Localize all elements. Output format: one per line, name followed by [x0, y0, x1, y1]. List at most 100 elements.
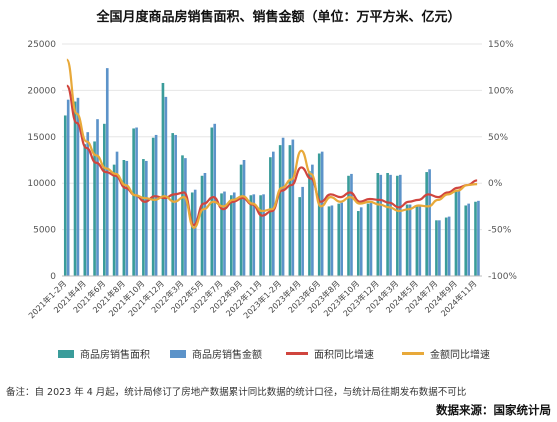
bar-amount — [213, 123, 217, 276]
left-tick-label: 0 — [50, 272, 56, 282]
bar-area — [83, 144, 87, 276]
bar-area — [249, 195, 253, 276]
left-tick-label: 20000 — [27, 86, 56, 96]
bar-area — [142, 159, 145, 276]
bar-area — [415, 206, 419, 276]
right-tick-label: 150% — [488, 40, 514, 50]
left-axis: 0 5000 10000 15000 20000 25000 — [27, 40, 56, 282]
bar-amount — [242, 160, 246, 276]
footnote: 备注：自 2023 年 4 月起，统计局修订了房地产数据累计同比数据的统计口径，… — [6, 387, 467, 398]
bar-area — [376, 172, 380, 276]
bar-amount — [203, 172, 207, 276]
bar-area — [366, 203, 370, 276]
bar-area — [317, 153, 321, 276]
bar-amount — [96, 119, 99, 276]
bar-area — [386, 172, 389, 276]
legend-item-area-yoy: 面积同比增速 — [286, 346, 374, 361]
bar-area — [356, 211, 360, 276]
legend-label-area: 商品房销售面积 — [80, 350, 150, 361]
chart-title: 全国月度商品房销售面积、销售金额（单位：万平方米、亿元） — [96, 10, 461, 25]
bar-amount — [301, 186, 304, 276]
legend-item-amount-yoy: 金额同比增速 — [402, 346, 490, 361]
bar-area — [151, 137, 155, 276]
left-tick-label: 15000 — [27, 133, 56, 143]
bar-area — [161, 82, 165, 276]
legend-swatch-amount-yoy — [402, 352, 424, 355]
bar-area — [112, 164, 116, 276]
x-axis: 2021年1-2月2021年4月2021年6月2021年8月2021年10月20… — [26, 275, 482, 320]
bar-amount — [154, 134, 158, 276]
bar-amount — [193, 189, 197, 276]
bar-amount — [86, 132, 90, 276]
bar-amount — [232, 192, 236, 276]
bar-area — [200, 175, 204, 276]
bar-area — [181, 155, 184, 276]
bar-amount — [359, 207, 363, 276]
bar-area — [278, 145, 282, 276]
bar-amount — [174, 134, 177, 276]
bar-amount — [457, 189, 461, 276]
bar-amount — [379, 174, 383, 276]
bar-amount — [145, 160, 148, 276]
bar-area — [122, 160, 126, 276]
bar-area — [132, 128, 135, 276]
bar-amount — [311, 164, 314, 276]
bar-amount — [281, 137, 285, 276]
bar-area — [435, 220, 438, 276]
legend: 商品房销售面积 商品房销售金额 面积同比增速 金额同比增速 — [30, 346, 550, 362]
bar-area — [337, 203, 341, 276]
bar-amount — [252, 194, 256, 276]
legend-label-amount-yoy: 金额同比增速 — [430, 350, 490, 361]
bar-amount — [389, 174, 392, 276]
right-axis: -100% -50% 0% 50% 100% 150% — [488, 40, 517, 282]
legend-swatch-area-yoy — [286, 352, 308, 355]
bar-amount — [125, 160, 129, 276]
bar-area — [425, 172, 428, 276]
bar-area — [444, 217, 448, 276]
bar-amount — [369, 201, 373, 276]
bar-area — [190, 192, 194, 276]
right-tick-label: 50% — [488, 133, 508, 143]
bar-area — [230, 195, 233, 276]
bar-amount — [428, 169, 431, 276]
bar-area — [63, 115, 67, 277]
bar-area — [288, 145, 292, 276]
bar-amount — [477, 200, 480, 276]
bar-area — [298, 197, 301, 276]
bar-area — [327, 206, 331, 276]
bar-amount — [223, 191, 226, 276]
legend-label-amount: 商品房销售金额 — [192, 350, 262, 361]
bar-area — [474, 201, 477, 276]
bar-area — [454, 190, 458, 276]
bar-amount — [340, 202, 343, 276]
data-source: 数据来源：国家统计局 — [436, 403, 551, 417]
bar-area — [93, 141, 96, 276]
bar-amount — [262, 194, 265, 276]
legend-label-area-yoy: 面积同比增速 — [314, 350, 374, 361]
legend-swatch-amount — [170, 349, 186, 358]
bar-area — [220, 193, 223, 276]
bar-area — [171, 133, 175, 276]
bar-amount — [418, 206, 422, 276]
left-tick-label: 10000 — [27, 179, 56, 189]
bar-area — [464, 205, 468, 276]
bar-area — [396, 175, 399, 276]
bar-amount — [66, 99, 70, 277]
bar-area — [347, 175, 350, 276]
bar-area — [103, 123, 106, 276]
bar-amount — [330, 205, 334, 276]
bar-series — [63, 68, 480, 277]
line-amount-yoy — [65, 58, 478, 229]
right-tick-label: -50% — [488, 226, 512, 236]
bar-amount — [135, 127, 138, 277]
bar-area — [73, 101, 77, 276]
bar-amount — [76, 97, 80, 276]
bar-amount — [350, 173, 353, 276]
bar-amount — [115, 151, 119, 276]
bar-amount — [438, 220, 441, 276]
bar-amount — [272, 151, 275, 276]
bar-area — [239, 164, 243, 276]
right-tick-label: -100% — [488, 272, 517, 282]
bar-amount — [467, 203, 470, 276]
